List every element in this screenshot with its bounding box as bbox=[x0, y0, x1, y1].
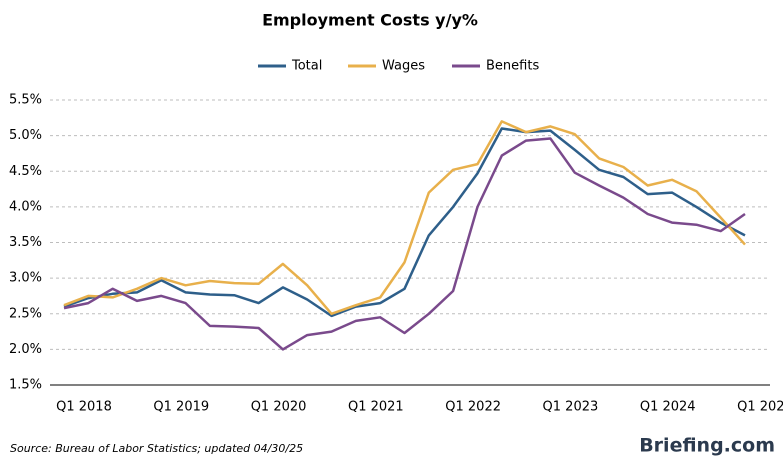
source-note: Source: Bureau of Labor Statistics; upda… bbox=[10, 442, 303, 455]
x-tick-label: Q1 2021 bbox=[348, 400, 404, 415]
y-tick-label: 2.5% bbox=[9, 306, 42, 321]
y-tick-label: 2.0% bbox=[9, 342, 42, 357]
line-series bbox=[63, 120, 746, 316]
y-tick-label: 4.5% bbox=[9, 164, 42, 179]
legend-label: Wages bbox=[382, 59, 425, 74]
y-tick-label: 1.5% bbox=[9, 378, 42, 393]
legend-label: Benefits bbox=[486, 59, 539, 74]
x-tick-label: Q1 2020 bbox=[251, 400, 307, 415]
x-tick-label: Q1 2025 bbox=[737, 400, 783, 415]
x-tick-label: Q1 2022 bbox=[445, 400, 501, 415]
y-tick-label: 5.0% bbox=[9, 128, 42, 143]
logo: Briefing.com bbox=[639, 435, 775, 457]
x-tick-label: Q1 2018 bbox=[56, 400, 112, 415]
y-tick-label: 3.5% bbox=[9, 235, 42, 250]
y-tick-label: 3.0% bbox=[9, 271, 42, 286]
x-tick-label: Q1 2019 bbox=[153, 400, 209, 415]
line-series bbox=[63, 137, 746, 351]
chart-title: Employment Costs y/y% bbox=[262, 11, 478, 30]
y-tick-label: 5.5% bbox=[9, 93, 42, 108]
y-tick-label: 4.0% bbox=[9, 199, 42, 214]
legend-label: Total bbox=[291, 59, 322, 74]
x-tick-label: Q1 2023 bbox=[543, 400, 599, 415]
x-tick-label: Q1 2024 bbox=[640, 400, 696, 415]
line-series bbox=[63, 127, 746, 318]
